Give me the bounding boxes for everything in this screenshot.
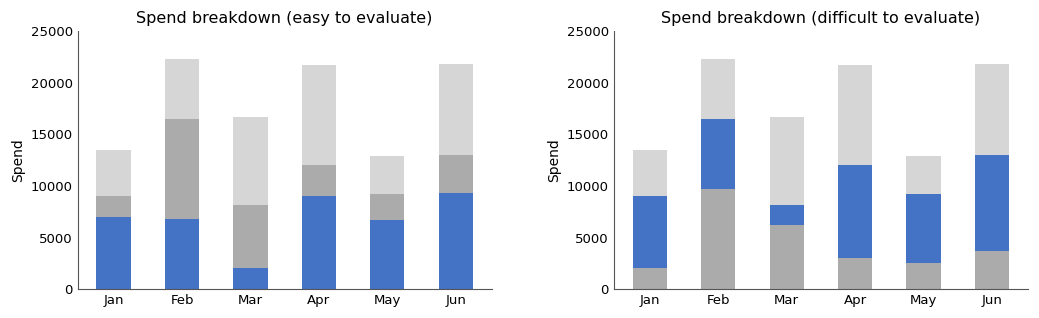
Y-axis label: Spend: Spend	[548, 138, 561, 182]
Title: Spend breakdown (easy to evaluate): Spend breakdown (easy to evaluate)	[136, 11, 433, 26]
Bar	[165, 119, 199, 219]
Bar	[633, 268, 667, 289]
Bar	[975, 251, 1009, 289]
Y-axis label: Spend: Spend	[11, 138, 25, 182]
Bar	[370, 156, 404, 194]
Bar	[906, 263, 940, 289]
Bar	[838, 165, 872, 258]
Title: Spend breakdown (difficult to evaluate): Spend breakdown (difficult to evaluate)	[661, 11, 981, 26]
Bar	[838, 258, 872, 289]
Bar	[234, 204, 268, 268]
Bar	[438, 155, 473, 193]
Bar	[770, 204, 804, 225]
Bar	[234, 117, 268, 204]
Bar	[165, 59, 199, 119]
Bar	[975, 65, 1009, 155]
Bar	[975, 155, 1009, 251]
Bar	[701, 189, 736, 289]
Bar	[770, 117, 804, 204]
Bar	[301, 196, 336, 289]
Bar	[370, 220, 404, 289]
Bar	[633, 150, 667, 196]
Bar	[770, 225, 804, 289]
Bar	[97, 150, 131, 196]
Bar	[906, 194, 940, 263]
Bar	[701, 119, 736, 189]
Bar	[633, 196, 667, 268]
Bar	[97, 196, 131, 217]
Bar	[301, 165, 336, 196]
Bar	[234, 268, 268, 289]
Bar	[370, 194, 404, 220]
Bar	[438, 193, 473, 289]
Bar	[701, 59, 736, 119]
Bar	[97, 217, 131, 289]
Bar	[165, 219, 199, 289]
Bar	[906, 156, 940, 194]
Bar	[438, 65, 473, 155]
Bar	[301, 66, 336, 165]
Bar	[838, 66, 872, 165]
